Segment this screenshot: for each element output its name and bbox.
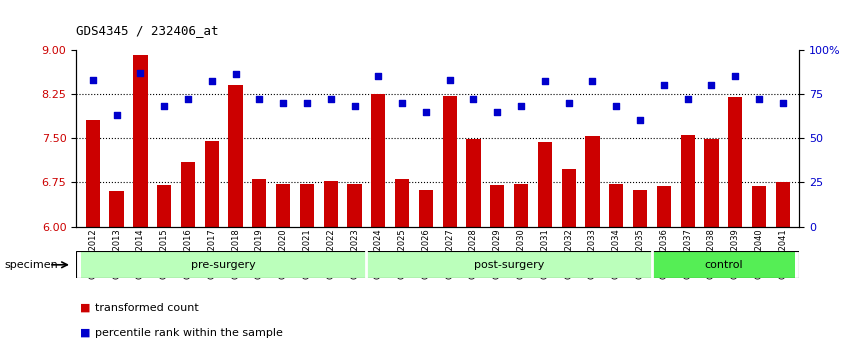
Bar	[85, 120, 100, 227]
Point	[443, 77, 457, 82]
Point	[657, 82, 671, 88]
Point	[752, 96, 766, 102]
Text: percentile rank within the sample: percentile rank within the sample	[95, 328, 283, 338]
Text: specimen: specimen	[4, 260, 58, 270]
Bar	[776, 182, 790, 227]
Point	[681, 96, 695, 102]
Bar	[276, 184, 290, 227]
Text: control: control	[704, 259, 743, 270]
Point	[634, 118, 647, 123]
Point	[538, 79, 552, 84]
Point	[728, 73, 742, 79]
Bar	[252, 179, 266, 227]
Bar	[656, 187, 671, 227]
Bar	[609, 184, 624, 227]
Point	[609, 103, 623, 109]
Bar	[652, 251, 794, 278]
Point	[300, 100, 314, 105]
Text: transformed count: transformed count	[95, 303, 199, 313]
Bar	[109, 191, 124, 227]
Bar	[348, 184, 361, 227]
Bar	[490, 185, 504, 227]
Bar	[704, 139, 718, 227]
Point	[181, 96, 195, 102]
Point	[705, 82, 718, 88]
Bar	[228, 85, 243, 227]
Point	[348, 103, 361, 109]
Bar	[395, 179, 409, 227]
Bar	[299, 184, 314, 227]
Text: pre-surgery: pre-surgery	[191, 259, 256, 270]
Bar	[157, 185, 171, 227]
Point	[491, 109, 504, 114]
Point	[585, 79, 599, 84]
Bar	[752, 187, 766, 227]
Text: post-surgery: post-surgery	[474, 259, 544, 270]
Bar	[633, 190, 647, 227]
Point	[324, 96, 338, 102]
Point	[514, 103, 528, 109]
Point	[86, 77, 100, 82]
Point	[110, 112, 124, 118]
Bar	[419, 190, 433, 227]
Bar	[562, 169, 576, 227]
Point	[395, 100, 409, 105]
Point	[253, 96, 266, 102]
Point	[419, 109, 432, 114]
Text: ■: ■	[80, 328, 91, 338]
Bar	[205, 141, 219, 227]
Bar	[466, 139, 481, 227]
Bar	[181, 162, 195, 227]
Point	[562, 100, 575, 105]
Point	[134, 70, 147, 75]
Point	[776, 100, 789, 105]
Bar	[133, 56, 147, 227]
Point	[277, 100, 290, 105]
Point	[371, 73, 385, 79]
Bar	[371, 94, 386, 227]
Bar	[323, 181, 338, 227]
Bar	[366, 251, 652, 278]
Bar	[728, 97, 742, 227]
Text: GDS4345 / 232406_at: GDS4345 / 232406_at	[76, 24, 218, 37]
Bar	[680, 135, 695, 227]
Bar	[538, 142, 552, 227]
Bar	[81, 251, 366, 278]
Point	[205, 79, 218, 84]
Point	[228, 72, 242, 77]
Point	[467, 96, 481, 102]
Text: ■: ■	[80, 303, 91, 313]
Bar	[442, 96, 457, 227]
Point	[157, 103, 171, 109]
Bar	[585, 136, 600, 227]
Bar	[514, 184, 528, 227]
